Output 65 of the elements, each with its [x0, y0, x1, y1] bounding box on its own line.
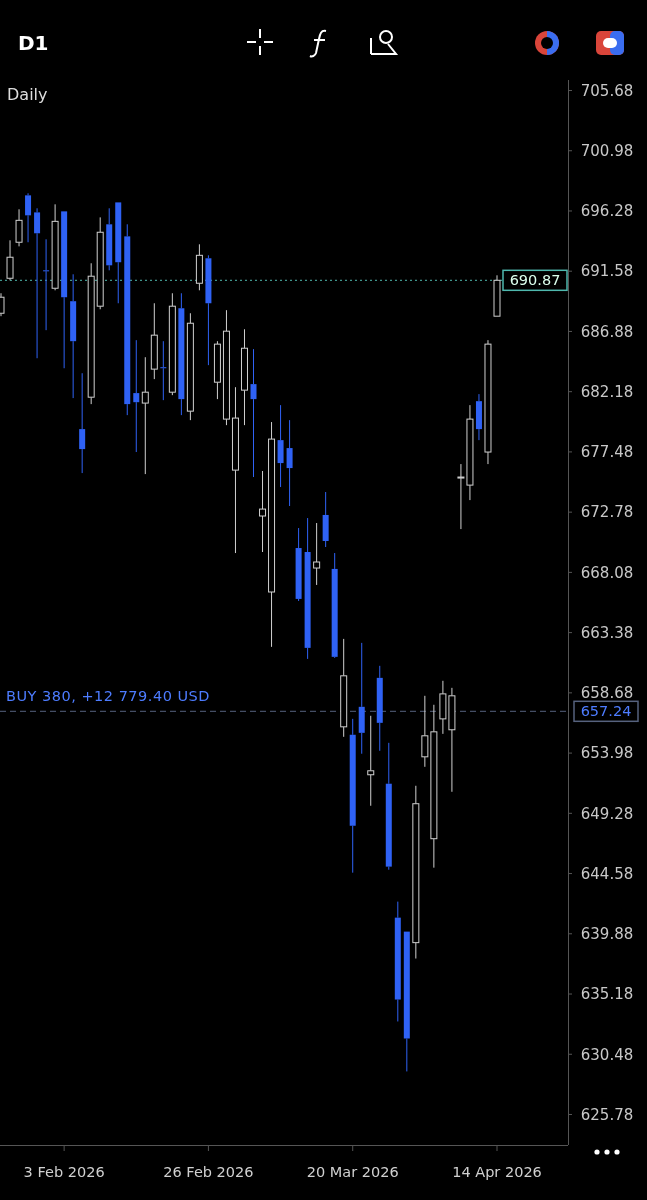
candlestick: [43, 238, 50, 331]
y-tick-label: 668.08: [580, 563, 634, 582]
y-tick-label: 682.18: [580, 382, 634, 401]
y-tick-label: 663.38: [580, 623, 634, 642]
y-tick-label: 700.98: [580, 141, 634, 160]
candlestick: [367, 715, 375, 807]
y-tick-label: 705.68: [580, 81, 634, 100]
candlestick: [133, 339, 140, 453]
candlestick: [322, 491, 329, 548]
ref-line-label: 690.87: [509, 272, 561, 289]
x-tick-label: 26 Feb 2026: [163, 1164, 254, 1181]
y-tick-label: 644.58: [580, 864, 634, 883]
y-tick-label: 677.48: [580, 443, 634, 462]
annotation: BUY 380, +12 779.40 USD: [6, 688, 210, 705]
candlestick: [268, 421, 276, 648]
candlestick: [106, 207, 113, 271]
candlestick: [70, 273, 77, 399]
y-tick-label: 653.98: [580, 744, 634, 763]
x-tick-label: 20 Mar 2026: [306, 1164, 399, 1181]
candlestick: [385, 742, 392, 871]
candlestick: [250, 348, 257, 478]
ref-line-label: 657.24: [580, 703, 632, 720]
candlestick: [475, 393, 482, 441]
y-tick-label: 649.28: [580, 804, 634, 823]
candlestick: [205, 254, 212, 366]
candlestick: [313, 522, 321, 586]
candlestick: [6, 239, 14, 281]
candlestick: [394, 901, 401, 1022]
y-tick-label: 635.18: [580, 985, 634, 1004]
candlestick: [349, 718, 356, 874]
candlestick: [79, 372, 86, 474]
y-tick-label: 691.58: [580, 262, 634, 281]
chart-title: Daily: [7, 84, 48, 104]
y-tick-label: 630.48: [580, 1045, 634, 1064]
text: D1: [18, 31, 49, 55]
candlestick: [412, 785, 420, 960]
candlestick: [240, 328, 248, 426]
y-tick-label: 672.78: [580, 503, 634, 522]
candlestick: [331, 552, 338, 657]
candlestick: [178, 292, 185, 416]
candlestick: [34, 207, 41, 359]
candlestick: [286, 419, 293, 507]
candlestick: [51, 203, 59, 291]
candlestick: [15, 208, 23, 247]
candlestick: [25, 192, 32, 243]
candlestick: [231, 386, 239, 554]
y-tick-label: 625.78: [580, 1105, 634, 1124]
y-tick-label: 696.28: [580, 202, 634, 221]
candlestick: [141, 356, 149, 475]
x-tick-label: 3 Feb 2026: [23, 1164, 105, 1181]
candlestick: [340, 638, 348, 738]
candlestick: [376, 665, 383, 752]
candlestick: [150, 302, 158, 380]
candlestick: [295, 527, 302, 602]
candlestick: [124, 223, 131, 416]
candlestick: [259, 470, 267, 553]
candlestick: [484, 339, 492, 465]
x-tick-label: 14 Apr 2026: [452, 1164, 542, 1181]
y-tick-label: 658.68: [580, 684, 634, 703]
candlestick: [304, 517, 311, 660]
y-tick-label: 686.88: [580, 322, 634, 341]
candlestick: [358, 642, 365, 755]
candlestick: [277, 404, 284, 488]
candlestick: [160, 340, 167, 401]
y-tick-label: 639.88: [580, 925, 634, 944]
